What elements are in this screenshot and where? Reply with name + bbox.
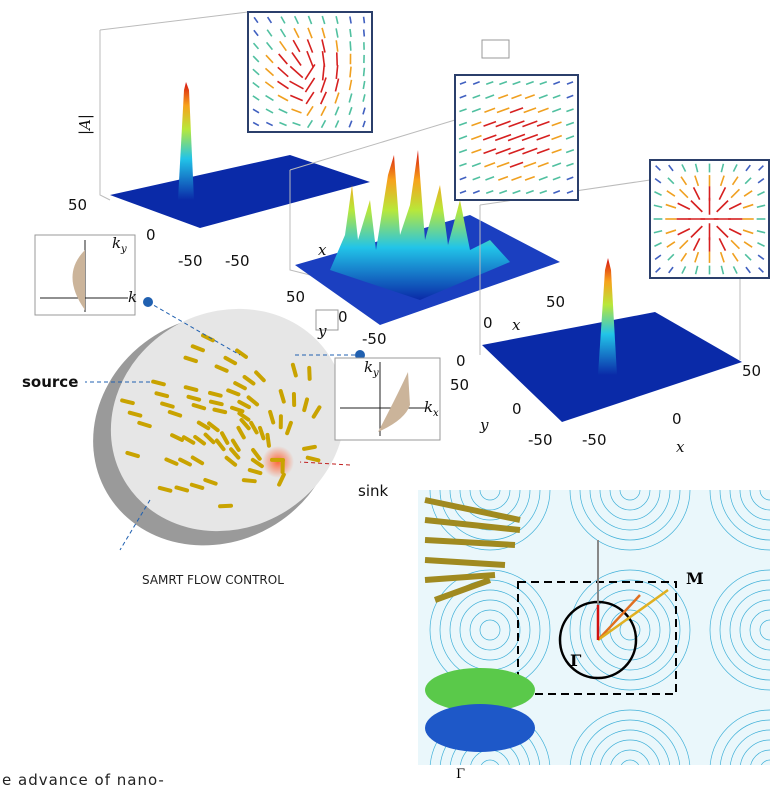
gamma-point: Γ bbox=[570, 651, 582, 670]
tick-label: x bbox=[676, 438, 685, 456]
band-panel bbox=[418, 490, 770, 765]
tick-label: -50 bbox=[528, 431, 553, 449]
arrow bbox=[364, 17, 365, 23]
arrow bbox=[153, 382, 164, 385]
tick-label: x bbox=[512, 316, 521, 334]
tick-label: 50 bbox=[450, 376, 469, 394]
arrow bbox=[214, 410, 225, 412]
empty-box bbox=[482, 40, 509, 58]
vector-field bbox=[654, 164, 766, 275]
arrow bbox=[304, 399, 307, 410]
tick-label: 50 bbox=[286, 288, 305, 306]
tick-label: 50 bbox=[742, 362, 761, 380]
arrow bbox=[293, 365, 296, 376]
axis-label: k bbox=[364, 358, 373, 376]
axis-label: k bbox=[128, 288, 137, 306]
body-text: e advance of nano- bbox=[2, 771, 165, 789]
arrow bbox=[176, 487, 187, 490]
z-label: |A| bbox=[76, 114, 94, 135]
tick-label: -50 bbox=[362, 330, 387, 348]
caption: SAMRT FLOW CONTROL bbox=[142, 573, 284, 587]
tick-label: 0 bbox=[483, 314, 493, 332]
tick-label: 0 bbox=[456, 352, 466, 370]
arrow bbox=[244, 480, 255, 481]
arrow bbox=[160, 488, 171, 491]
tick-label: 0 bbox=[672, 410, 682, 428]
arrow bbox=[211, 402, 222, 404]
arrow bbox=[189, 397, 200, 400]
arrow bbox=[267, 435, 268, 446]
tick-label: -50 bbox=[178, 252, 203, 270]
arrow bbox=[364, 30, 365, 37]
arrow bbox=[220, 506, 231, 507]
tick-label: -50 bbox=[225, 252, 250, 270]
figure: |A| 50 0 -50 -50 x 50 y 0 -50 0 x 50 0 5… bbox=[0, 0, 771, 795]
sink-label: sink bbox=[358, 482, 388, 500]
arrow bbox=[156, 393, 167, 396]
tick-label: 50 bbox=[546, 293, 565, 311]
tick-label: 0 bbox=[146, 226, 156, 244]
tick-label: x bbox=[318, 241, 327, 259]
axis-label: k bbox=[112, 234, 121, 252]
axis-label-sub: x bbox=[433, 408, 439, 419]
arrow bbox=[130, 413, 141, 416]
arrow bbox=[186, 387, 197, 390]
tick-label: 50 bbox=[68, 196, 87, 214]
arrow bbox=[350, 41, 351, 50]
arrow bbox=[350, 67, 351, 78]
axis-label: k bbox=[424, 398, 433, 416]
tick-label: 0 bbox=[338, 308, 348, 326]
tick-label: y bbox=[317, 322, 327, 340]
axis-label-sub: y bbox=[120, 244, 127, 255]
axis-label-sub: y bbox=[372, 368, 379, 379]
source-label: source bbox=[22, 373, 78, 391]
tick-label: y bbox=[479, 416, 489, 434]
arrow bbox=[304, 447, 315, 449]
m-point: M bbox=[686, 569, 704, 588]
tick-label: -50 bbox=[582, 431, 607, 449]
arrow bbox=[308, 458, 319, 461]
arrow bbox=[210, 393, 221, 396]
tick-label: 0 bbox=[512, 400, 522, 418]
arrow bbox=[364, 68, 365, 76]
inset-gamma: Γ bbox=[456, 767, 465, 782]
arrow bbox=[350, 29, 351, 37]
arrow bbox=[122, 400, 133, 403]
